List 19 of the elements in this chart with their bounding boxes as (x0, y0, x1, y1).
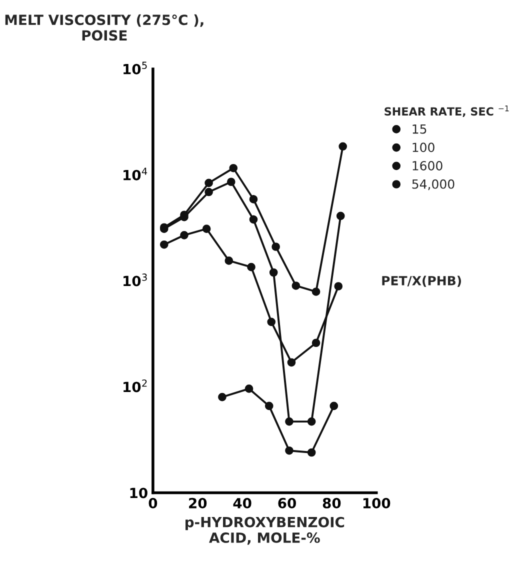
legend-title: SHEAR RATE, SEC $^{−1}$ (384, 106, 509, 118)
y-tick-label: 10 (130, 488, 148, 498)
y-axis-title: MELT VISCOSITY (275°C ), POISE (5, 14, 204, 41)
x-tick-label: 40 (233, 498, 252, 508)
x-axis-title: p-HYDROXYBENZOIC ACID, MOLE-% (186, 516, 344, 545)
legend-label: 15 (412, 124, 426, 134)
legend-label: 54,000 (412, 179, 454, 190)
y-tick-label: 10$^{4}$ (124, 168, 148, 180)
legend-label: 100 (412, 142, 434, 152)
x-tick-label: 0 (148, 498, 158, 508)
x-tick-label: 20 (189, 498, 207, 508)
y-tick-label: 10$^{3}$ (124, 274, 147, 286)
y-tick-label: 10$^{5}$ (124, 62, 147, 74)
x-tick-label: 100 (363, 498, 390, 508)
y-tick-label: 10$^{2}$ (124, 379, 147, 392)
legend-label: 1600 (412, 160, 442, 170)
x-tick-label: 60 (278, 498, 296, 508)
x-tick-label: 80 (322, 498, 341, 508)
text: PET/X(PHB) (382, 276, 461, 287)
